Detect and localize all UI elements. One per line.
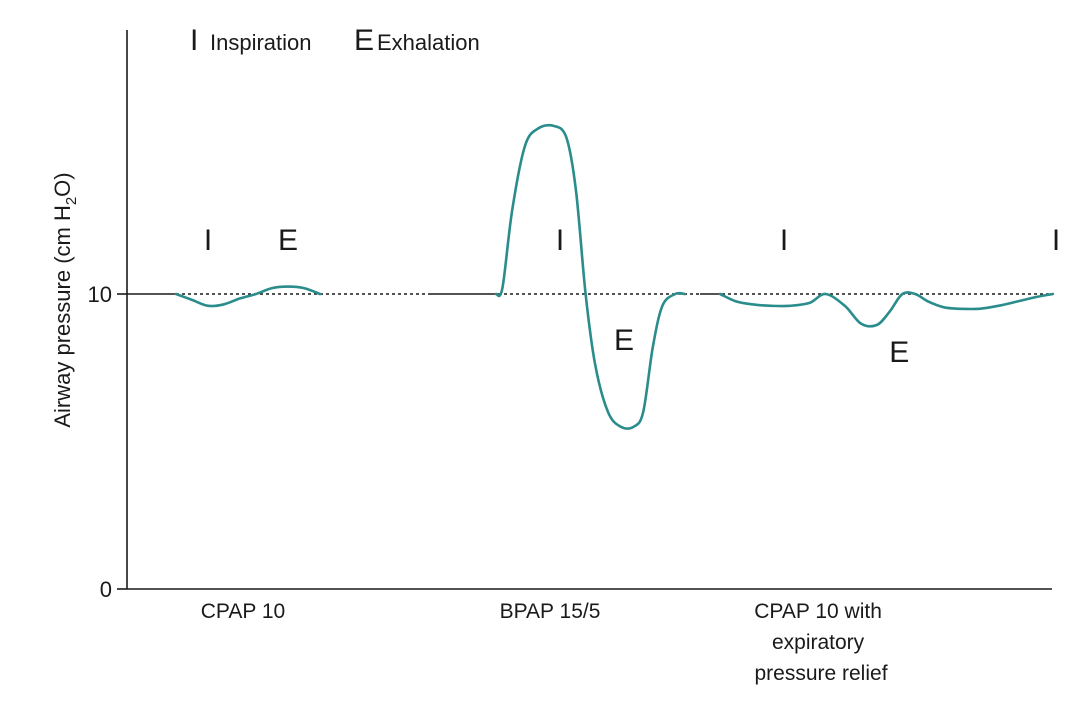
- phase-label-6: E: [889, 336, 909, 369]
- y-axis-label-main: Airway pressure (cm H: [50, 205, 75, 427]
- y-tick-label-0: 0: [100, 577, 112, 602]
- y-tick-label-10: 10: [88, 282, 112, 307]
- phase-label-5: I: [780, 224, 788, 257]
- waveform-series-3: [718, 291, 1055, 328]
- legend-label-inspiration: Inspiration: [210, 30, 312, 55]
- category-labels: CPAP 10 BPAP 15/5 CPAP 10 with expirator…: [201, 600, 888, 685]
- category-label-line: expiratory: [772, 631, 865, 654]
- legend-label-exhalation: Exhalation: [377, 30, 480, 55]
- pressure-waveforms: [174, 123, 1055, 430]
- category-label-line: pressure relief: [754, 662, 887, 685]
- phase-label-1: I: [204, 224, 212, 257]
- phase-labels: I E I E I E I: [204, 224, 1060, 369]
- category-label-cpap-10: CPAP 10: [201, 600, 285, 623]
- legend-key-inspiration: I: [190, 24, 198, 57]
- category-label-bpap: BPAP 15/5: [500, 600, 601, 623]
- waveform-series-2: [494, 123, 687, 430]
- y-axis-label-subscript: 2: [63, 197, 80, 205]
- category-label-line: CPAP 10: [201, 600, 285, 623]
- y-axis-label: Airway pressure (cm H2O): [50, 172, 80, 427]
- category-label-line: BPAP 15/5: [500, 600, 601, 623]
- waveform-series-1: [174, 285, 322, 308]
- category-label-cpap-epr: CPAP 10 with expiratory pressure relief: [754, 600, 887, 685]
- category-label-line: CPAP 10 with: [754, 600, 882, 623]
- y-axis-label-end: O): [50, 172, 75, 196]
- phase-label-3: I: [556, 224, 564, 257]
- phase-label-4: E: [614, 324, 634, 357]
- phase-label-2: E: [278, 224, 298, 257]
- phase-label-7: I: [1052, 224, 1060, 257]
- legend-key-exhalation: E: [354, 24, 374, 57]
- legend: I Inspiration E Exhalation: [190, 24, 480, 57]
